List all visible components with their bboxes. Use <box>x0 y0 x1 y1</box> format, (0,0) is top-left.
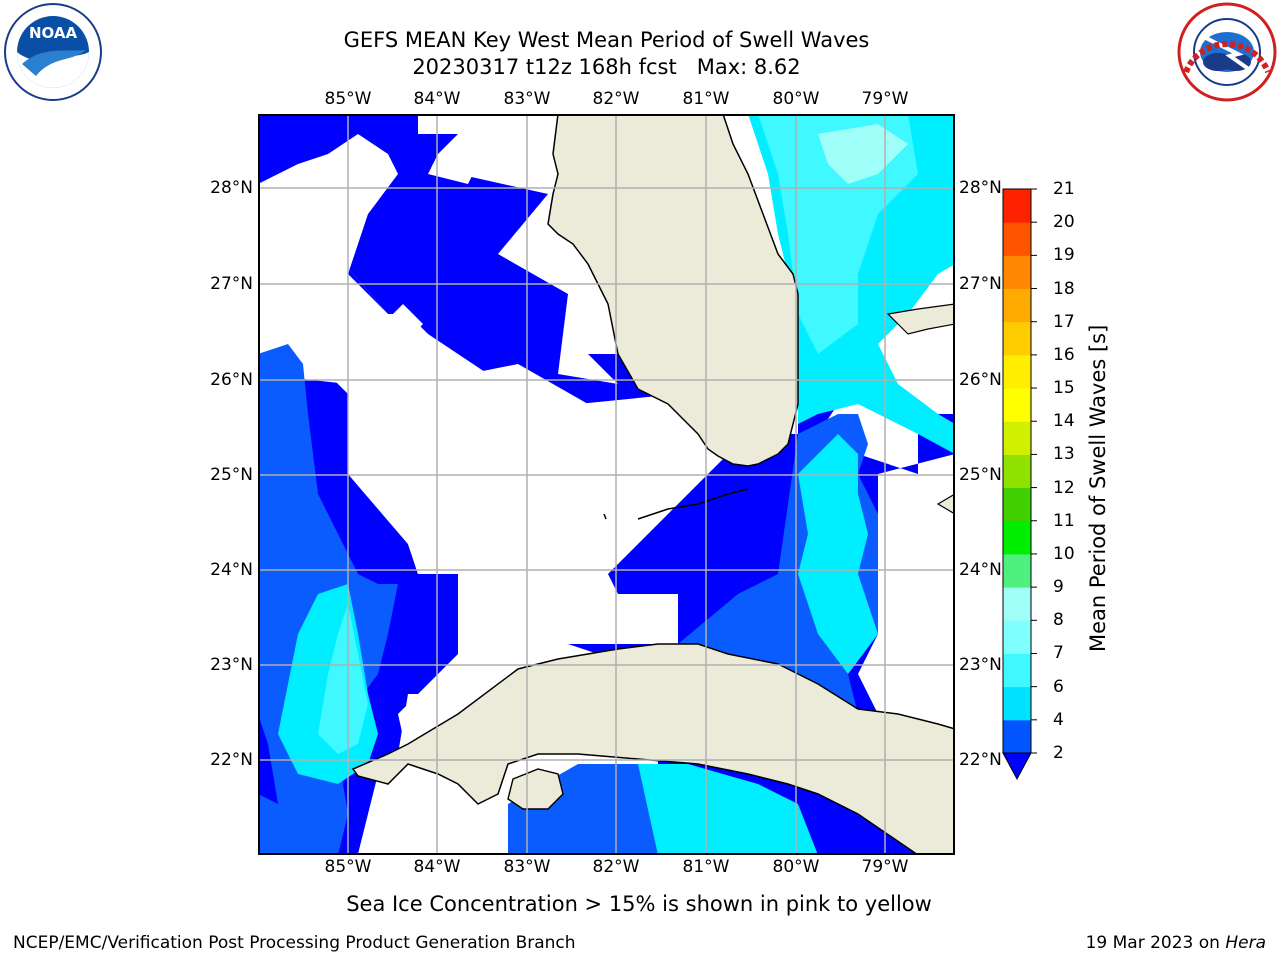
lat-label-left: 24°N <box>210 560 253 580</box>
colorbar-tick-label: 17 <box>1053 311 1075 332</box>
colorbar-tick-label: 11 <box>1053 510 1075 531</box>
lon-label-bottom: 82°W <box>592 857 640 877</box>
colorbar-tick-label: 21 <box>1053 179 1075 199</box>
colorbar-tick-label: 4 <box>1053 709 1064 730</box>
lat-label-left: 26°N <box>210 370 253 390</box>
florida-keys <box>637 488 749 520</box>
noaa-logo: NOAA <box>4 3 102 101</box>
key-islet <box>603 513 607 520</box>
isla-juventud-land <box>507 768 564 810</box>
colorbar-tick-label: 14 <box>1053 411 1075 432</box>
footer-date-text: 19 Mar 2023 on <box>1085 933 1226 953</box>
lon-label-top: 84°W <box>413 89 461 109</box>
colorbar-tick-label: 7 <box>1053 643 1064 664</box>
footer-host: Hera <box>1225 933 1266 953</box>
noaa-logo-text: NOAA <box>29 24 78 42</box>
lon-label-top: 82°W <box>592 89 640 109</box>
lat-label-right: 27°N <box>959 274 1002 294</box>
colorbar-bin <box>1003 587 1031 621</box>
footer-credit: NCEP/EMC/Verification Post Processing Pr… <box>13 933 576 953</box>
colorbar-tick-label: 6 <box>1053 676 1064 697</box>
colorbar-tick-label: 15 <box>1053 378 1075 399</box>
colorbar-tick-label: 12 <box>1053 477 1075 498</box>
colorbar-bin <box>1003 288 1031 323</box>
colorbar-bin <box>1003 189 1031 223</box>
lat-label-left: 27°N <box>210 274 253 294</box>
nws-logo <box>1177 2 1277 102</box>
colorbar-tick-label: 18 <box>1053 278 1075 299</box>
colorbar-tick-label: 8 <box>1053 610 1064 631</box>
lon-label-bottom: 85°W <box>324 857 372 877</box>
lon-label-bottom: 79°W <box>861 857 909 877</box>
colorbar-bin <box>1003 421 1031 455</box>
colorbar-tick-label: 16 <box>1053 344 1075 365</box>
colorbar-tick-label: 2 <box>1053 743 1064 763</box>
lon-label-bottom: 81°W <box>682 857 730 877</box>
footer-date: 19 Mar 2023 on Hera <box>1086 933 1266 953</box>
colorbar-bin <box>1003 520 1031 555</box>
colorbar-tick-label: 13 <box>1053 444 1075 465</box>
colorbar-bin <box>1003 553 1031 588</box>
colorbar-bin <box>1003 487 1031 522</box>
lon-label-top: 85°W <box>324 89 372 109</box>
sea-ice-note: Sea Ice Concentration > 15% is shown in … <box>346 892 932 916</box>
colorbar-bin <box>1003 719 1031 754</box>
chart-title: GEFS MEAN Key West Mean Period of Swell … <box>343 28 870 52</box>
lon-label-bottom: 80°W <box>772 857 820 877</box>
colorbar-bin <box>1003 255 1031 290</box>
colorbar-bin <box>1003 653 1031 688</box>
lon-label-top: 79°W <box>861 89 909 109</box>
colorbar-bin <box>1003 354 1031 389</box>
florida-land <box>547 115 799 467</box>
colorbar-title: Mean Period of Swell Waves [s] <box>1086 324 1110 652</box>
lon-label-bottom: 84°W <box>413 857 461 877</box>
graticule <box>259 115 954 854</box>
colorbar-tick-label: 19 <box>1053 245 1075 266</box>
map-panel <box>258 114 955 855</box>
colorbar-bin <box>1003 454 1031 489</box>
chart-subtitle: 20230317 t12z 168h fcst Max: 8.62 <box>412 55 801 79</box>
cuba-land <box>351 643 954 854</box>
lat-label-left: 23°N <box>210 655 253 675</box>
lon-label-top: 83°W <box>503 89 551 109</box>
bahamas-land <box>886 303 954 335</box>
colorbar-frame <box>1002 188 1032 754</box>
lat-label-left: 28°N <box>210 178 253 198</box>
colorbar <box>1002 188 1037 781</box>
colorbar-bin <box>1003 620 1031 654</box>
colorbar-bin <box>1003 321 1031 356</box>
lat-label-left: 25°N <box>210 465 253 485</box>
colorbar-tick-label: 20 <box>1053 212 1075 233</box>
colorbar-tick-label: 10 <box>1053 543 1075 564</box>
lat-label-left: 22°N <box>210 750 253 770</box>
lat-label-right: 28°N <box>959 178 1002 198</box>
lat-label-right: 22°N <box>959 750 1002 770</box>
lat-label-right: 23°N <box>959 655 1002 675</box>
bahamas-island <box>936 493 954 515</box>
colorbar-under-extend <box>1002 752 1032 781</box>
colorbar-bin <box>1003 222 1031 256</box>
lon-label-top: 81°W <box>682 89 730 109</box>
colorbar-bin <box>1003 686 1031 721</box>
lat-label-right: 24°N <box>959 560 1002 580</box>
colorbar-tick-label: 9 <box>1053 577 1064 598</box>
lon-label-bottom: 83°W <box>503 857 551 877</box>
lat-label-right: 25°N <box>959 465 1002 485</box>
lat-label-right: 26°N <box>959 370 1002 390</box>
lon-label-top: 80°W <box>772 89 820 109</box>
map-frame <box>258 114 955 855</box>
colorbar-bin <box>1003 388 1031 422</box>
